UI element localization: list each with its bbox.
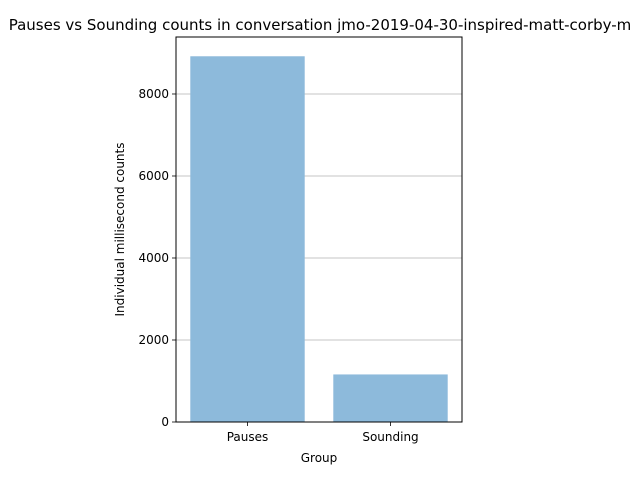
plot-frame (175, 36, 463, 423)
bar-pauses (190, 56, 305, 422)
y-tick-label: 6000 (138, 169, 169, 183)
y-axis-ticks: 0 2000 4000 6000 8000 (138, 87, 176, 429)
x-tick-label: Pauses (227, 430, 269, 444)
y-tick-label: 2000 (138, 333, 169, 347)
bars (190, 56, 448, 422)
x-tick-label: Sounding (362, 430, 418, 444)
bar-sounding (333, 374, 448, 422)
y-tick-label: 0 (161, 415, 169, 429)
y-tick-label: 8000 (138, 87, 169, 101)
y-axis-label: Individual millisecond counts (113, 143, 127, 317)
y-tick-label: 4000 (138, 251, 169, 265)
chart-title: Pauses vs Sounding counts in conversatio… (9, 16, 632, 34)
x-axis-ticks: Pauses Sounding (227, 422, 419, 444)
x-axis-label: Group (301, 451, 338, 465)
